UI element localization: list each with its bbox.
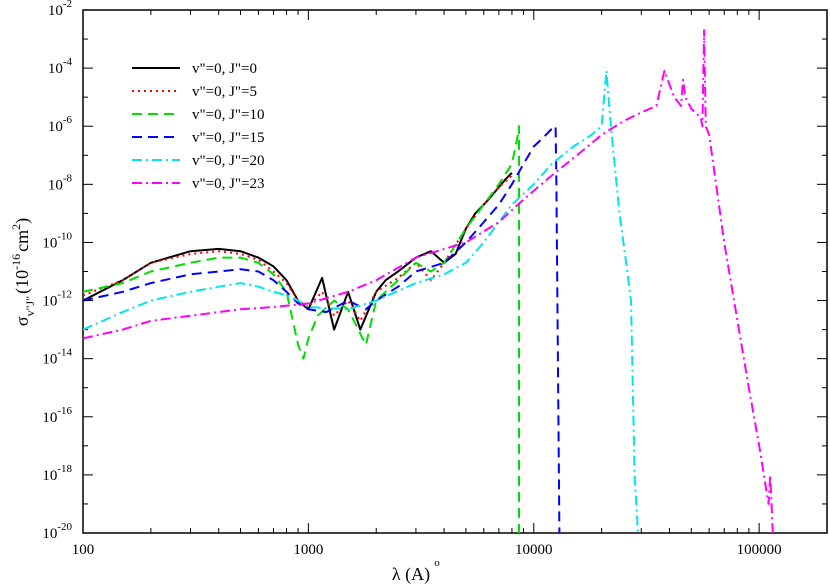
- y-tick-label: 10-18: [42, 463, 72, 484]
- y-axis-title-exp: -16: [9, 254, 23, 270]
- y-axis-title-sigma: σ: [12, 316, 32, 326]
- x-axis-title: λ (A): [392, 564, 430, 585]
- y-tick-label: 10-16: [42, 405, 72, 426]
- y-axis-title-open: (10: [12, 270, 33, 294]
- series-layer: [83, 29, 774, 533]
- series-line-2: [83, 125, 521, 533]
- legend-label-3: v"=0, J"=15: [192, 130, 265, 146]
- series-line-3: [83, 125, 561, 533]
- legend-label-1: v"=0, J"=5: [192, 84, 257, 100]
- x-axis-title-ring: o: [434, 557, 440, 569]
- y-tick-label: 10-10: [42, 230, 72, 251]
- legend: v"=0, J"=0 v"=0, J"=5 v"=0, J"=10 v"=0, J"=…: [132, 61, 265, 192]
- x-axis-title-close: ): [424, 564, 430, 585]
- legend-label-2: v"=0, J"=10: [192, 107, 265, 123]
- x-axis-title-unit: A: [411, 564, 424, 584]
- y-tick-label: 10-20: [42, 521, 72, 542]
- y-axis-title-unit-exp: 2: [9, 224, 23, 230]
- y-axis-title-close: ): [12, 218, 33, 224]
- y-tick-label: 10-6: [48, 114, 73, 135]
- y-tick-label: 10-14: [42, 347, 72, 368]
- x-tick-label: 100: [72, 542, 95, 558]
- series-line-5: [83, 29, 774, 533]
- series-line-4: [83, 69, 639, 533]
- y-axis-title-sub: v"J": [23, 296, 37, 317]
- legend-label-4: v"=0, J"=20: [192, 153, 265, 169]
- y-tick-label: 10-2: [48, 0, 72, 19]
- x-axis-title-main: λ (: [392, 564, 411, 585]
- y-tick-label: 10-12: [42, 289, 72, 310]
- y-axis-title: σv"J" (10-16 cm2): [9, 218, 37, 326]
- axis-ticks: 100 1000 10000 100000 10-20 10-18 10-16 10-14 10…: [42, 0, 828, 558]
- y-tick-label: 10-4: [48, 56, 73, 77]
- series-line-0: [83, 172, 513, 331]
- legend-label-5: v"=0, J"=23: [192, 176, 265, 192]
- legend-label-0: v"=0, J"=0: [192, 61, 257, 77]
- y-axis-title-unit: cm: [12, 230, 32, 252]
- x-tick-label: 100000: [737, 542, 782, 558]
- y-tick-label: 10-8: [48, 172, 73, 193]
- x-tick-label: 1000: [293, 542, 323, 558]
- series-line-1: [83, 174, 513, 322]
- x-tick-label: 10000: [515, 542, 553, 558]
